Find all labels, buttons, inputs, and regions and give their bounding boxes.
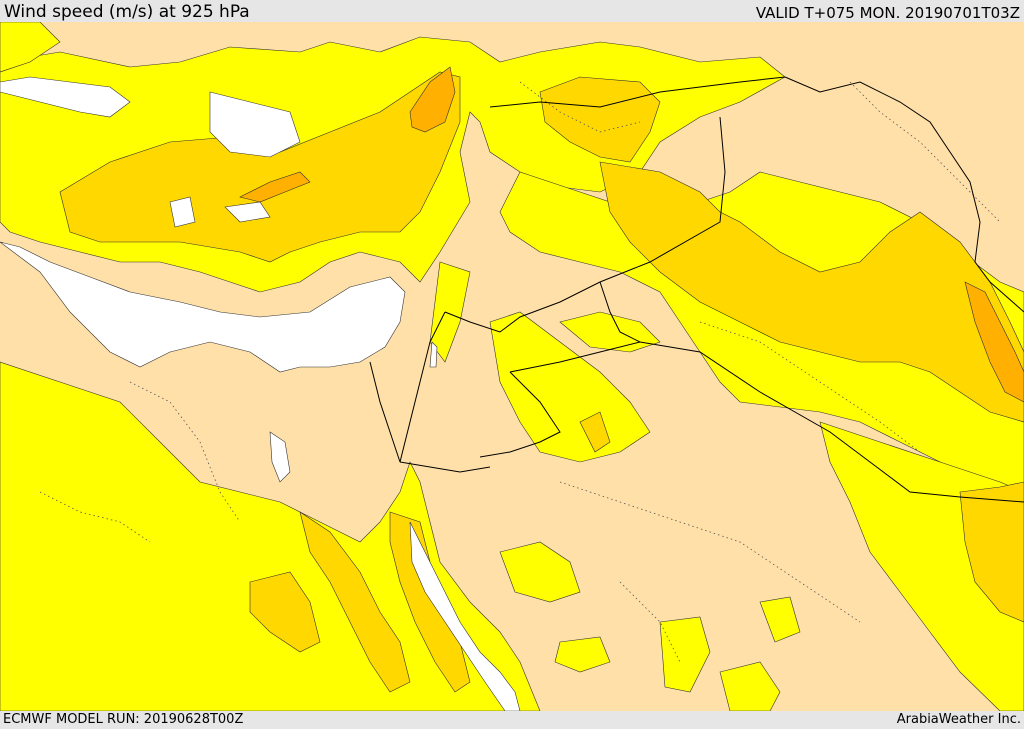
sea-mask-areas [0, 76, 521, 711]
footer-bar: ECMWF MODEL RUN: 20190628T00Z ArabiaWeat… [0, 711, 1024, 729]
wind-high-zones [239, 66, 1024, 403]
model-run-label: ECMWF MODEL RUN: 20190628T00Z [3, 712, 244, 727]
header-bar: Wind speed (m/s) at 925 hPa VALID T+075 … [0, 0, 1024, 22]
map-title: Wind speed (m/s) at 925 hPa [4, 2, 250, 22]
wind-speed-map [0, 22, 1024, 711]
wind-mid-zones [59, 71, 1024, 693]
valid-time-label: VALID T+075 MON. 20190701T03Z [755, 4, 1020, 22]
country-borders [369, 76, 1024, 503]
credit-label: ArabiaWeather Inc. [896, 712, 1021, 727]
